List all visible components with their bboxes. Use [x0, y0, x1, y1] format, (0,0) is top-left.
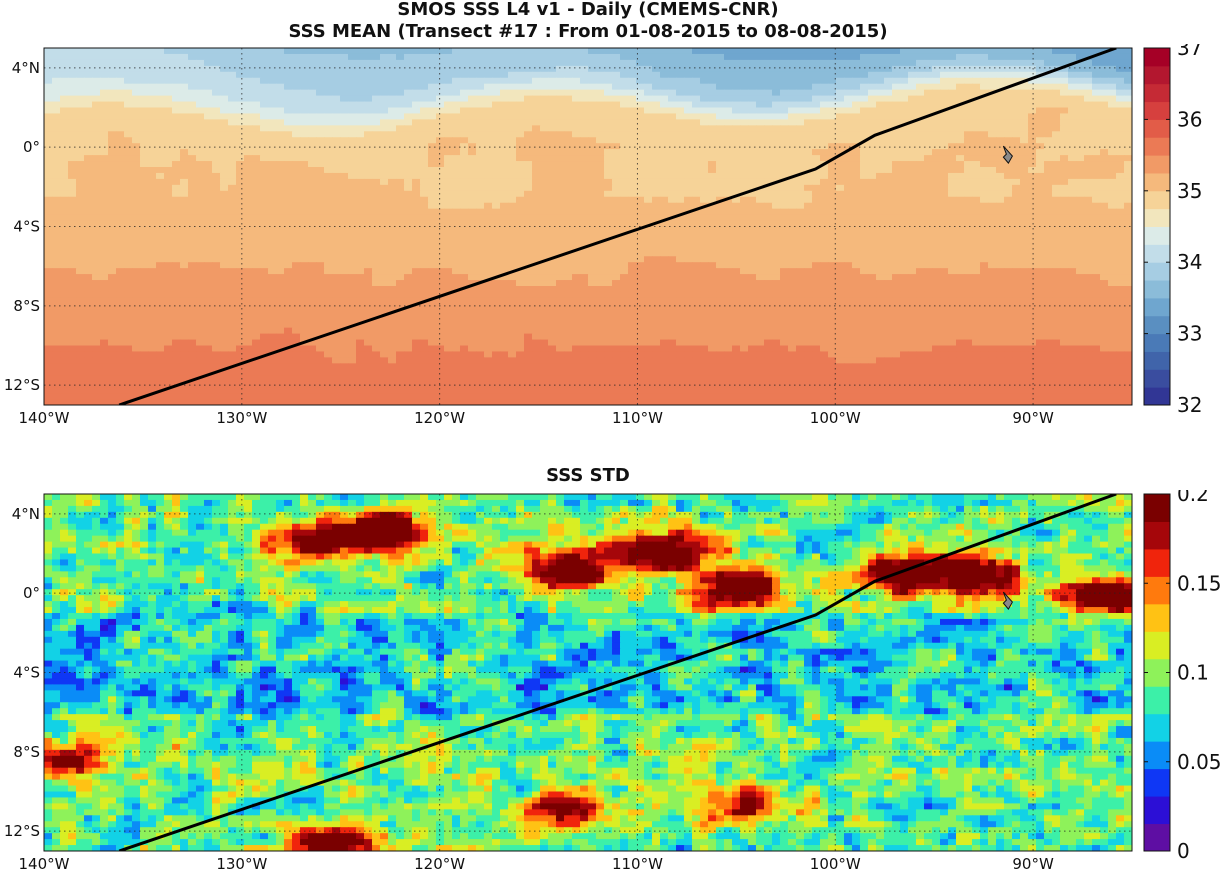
bottom-map-colorbar: [1143, 493, 1171, 852]
bottom-map-island-marker: [1002, 591, 1013, 610]
bottom-map-lon-label: 100°W: [810, 855, 861, 871]
bottom-map-lat-label: 4°S: [13, 664, 40, 682]
top-map-frame: [43, 47, 1133, 406]
bottom-map-lon-label: 90°W: [1012, 855, 1054, 871]
top-map-colorbar: [1143, 47, 1171, 406]
top-map-colorbar-label: 37: [1177, 44, 1202, 60]
top-map-graticule: [44, 48, 1132, 405]
top-map-lat-label: 4°S: [13, 218, 40, 236]
figure-title-line2: SSS MEAN (Transect #17 : From 01-08-2015…: [288, 21, 888, 42]
bottom-map-lon-label: 140°W: [19, 855, 70, 871]
top-map-lat-label: 4°N: [12, 59, 40, 77]
top-map-colorbar-label: 35: [1177, 179, 1202, 203]
bottom-map-frame: [43, 493, 1133, 852]
top-map-colorbar-label: 32: [1177, 393, 1202, 417]
top-map-lon-label: 120°W: [414, 409, 465, 427]
bottom-map-lon-label: 130°W: [216, 855, 267, 871]
top-map-colorbar-label: 33: [1177, 322, 1202, 346]
bottom-map-colorbar-label: 0.05: [1177, 750, 1222, 774]
bottom-map-field: [44, 494, 1132, 851]
bottom-map-title: SSS STD: [546, 465, 630, 486]
bottom-map-colorbar-label: 0.1: [1177, 661, 1209, 685]
bottom-map-transect-line: [118, 494, 1117, 851]
bottom-map-colorbar-label: 0.15: [1177, 571, 1222, 595]
top-map-transect-line: [118, 48, 1117, 405]
figure-title-line1: SMOS SSS L4 v1 - Daily (CMEMS-CNR): [397, 0, 779, 20]
top-map-lon-label: 90°W: [1012, 409, 1054, 427]
top-map-colorbar-label: 36: [1177, 107, 1202, 131]
top-map-field: [44, 48, 1132, 405]
bottom-map-lon-label: 110°W: [612, 855, 663, 871]
top-map-lon-label: 100°W: [810, 409, 861, 427]
bottom-map-graticule: [44, 494, 1132, 851]
bottom-map-lat-label: 12°S: [4, 822, 40, 840]
top-map-island-marker: [1002, 145, 1013, 164]
bottom-map-lat-label: 0°: [23, 584, 40, 602]
top-map-lat-label: 8°S: [13, 297, 40, 315]
top-map-lat-label: 0°: [23, 138, 40, 156]
bottom-map-lat-label: 4°N: [12, 505, 40, 523]
top-map-lon-label: 110°W: [612, 409, 663, 427]
bottom-map-panel: 140°W 130°W 120°W 110°W 100°W 90°W 4°N 0° 4°S 8°S…: [4, 490, 1222, 871]
bottom-map-lon-label: 120°W: [414, 855, 465, 871]
top-map-panel: 140°W 130°W 120°W 110°W 100°W 90°W 4°N 0° 4°S 8°S…: [4, 44, 1203, 427]
top-map-lon-label: 140°W: [19, 409, 70, 427]
top-map-lon-label: 130°W: [216, 409, 267, 427]
top-map-lat-label: 12°S: [4, 376, 40, 394]
bottom-map-lat-label: 8°S: [13, 743, 40, 761]
bottom-map-colorbar-label: 0.2: [1177, 490, 1209, 506]
bottom-map-colorbar-label: 0: [1177, 839, 1190, 863]
top-map-colorbar-label: 34: [1177, 250, 1202, 274]
